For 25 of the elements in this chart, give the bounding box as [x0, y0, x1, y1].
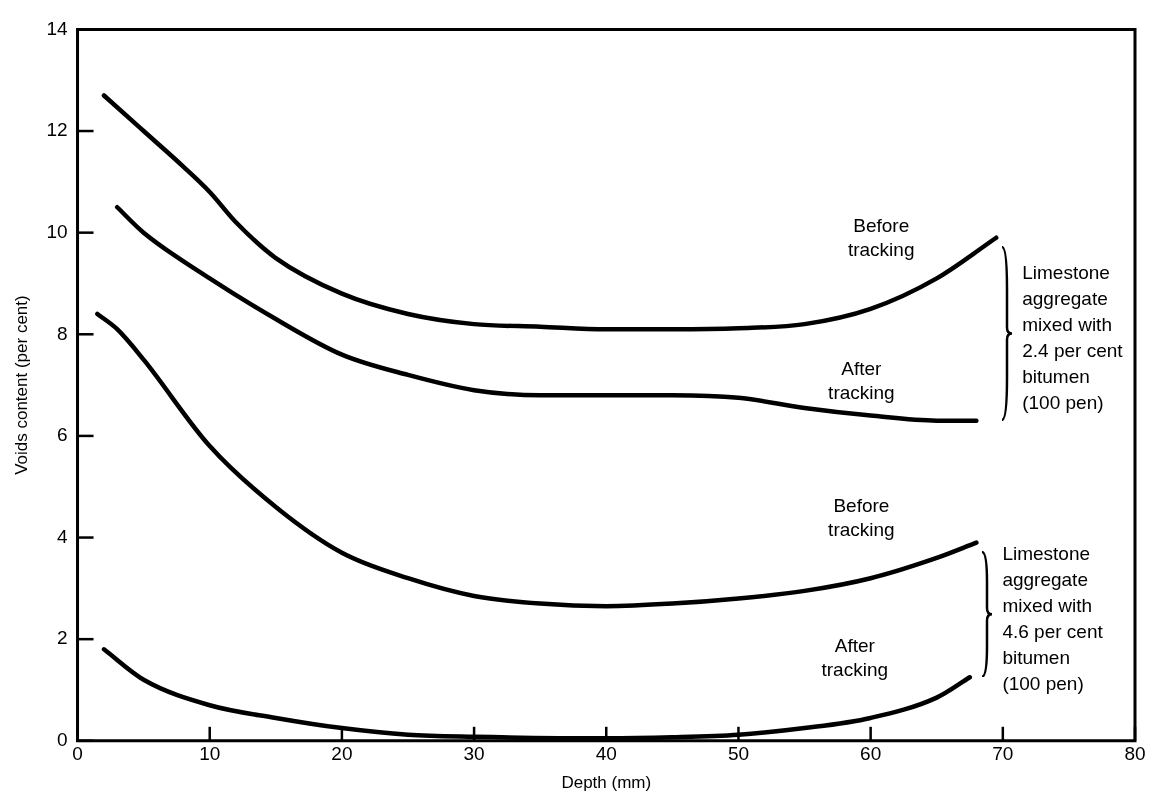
annotation: Limestone aggregate mixed with 4.6 per cent bitumen (100 pen)	[1002, 543, 1104, 695]
x-tick-label: 60	[860, 743, 882, 765]
y-tick-label: 12	[46, 119, 68, 141]
x-axis-title: Depth (mm)	[561, 773, 652, 793]
x-tick-label: 10	[199, 743, 221, 765]
x-tick-label: 20	[331, 743, 353, 765]
series-label: After tracking	[828, 357, 895, 403]
x-tick-label: 80	[1124, 743, 1146, 765]
y-tick-label: 10	[46, 220, 68, 242]
y-tick-label: 8	[56, 322, 68, 344]
x-tick-label: 30	[463, 743, 485, 765]
y-tick-label: 2	[56, 627, 68, 649]
y-tick-label: 4	[56, 525, 68, 547]
y-tick-label: 6	[56, 424, 68, 446]
y-axis-title: Voids content (per cent)	[11, 295, 31, 475]
series-label: Before tracking	[828, 494, 895, 540]
series-label: After tracking	[821, 634, 889, 680]
y-tick-label: 14	[46, 17, 68, 39]
x-tick-label: 50	[727, 743, 750, 765]
x-tick-label: 40	[595, 743, 617, 765]
series-label: Before tracking	[847, 215, 915, 261]
y-tick-label: 0	[56, 729, 68, 751]
x-tick-label: 0	[72, 743, 83, 765]
x-tick-label: 70	[992, 743, 1014, 765]
annotation: Limestone aggregate mixed with 2.4 per cent bitumen (100 pen)	[1022, 262, 1124, 414]
